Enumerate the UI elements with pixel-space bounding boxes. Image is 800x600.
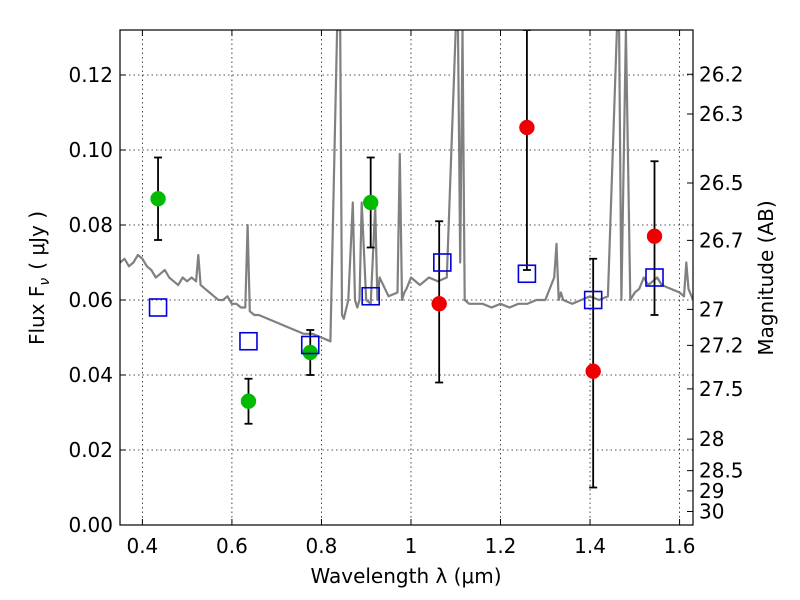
plot-frame	[119, 29, 694, 526]
y-axis-title-subscript: ν	[37, 278, 53, 286]
mag-tick-label: 26.3	[699, 102, 744, 126]
x-tick-label: 1.6	[664, 534, 696, 558]
data-points-layer	[148, 30, 664, 489]
x-tick-label: 0.6	[216, 534, 248, 558]
model-band-square	[148, 298, 168, 317]
mag-tick-label: 30	[699, 500, 724, 524]
y-tick-label: 0.08	[68, 213, 113, 237]
y-tick-label: 0.06	[68, 288, 113, 312]
model-band-square	[645, 268, 664, 287]
y-axis-title-main: Flux F	[25, 286, 49, 345]
observed-low-snr-point	[646, 228, 663, 244]
y-axis-title: Flux Fν ( μJy )	[25, 211, 53, 345]
x-tick-label: 1.4	[574, 534, 606, 558]
observed-detections-point	[150, 191, 166, 207]
model-band-square	[517, 264, 537, 284]
x-tick-label: 1	[405, 534, 418, 558]
y-tick-label: 0.12	[68, 63, 113, 87]
observed-low-snr-point	[519, 119, 535, 136]
observed-detections-point	[302, 344, 319, 361]
model-spectrum-layer	[120, 30, 693, 343]
observed-detections-point	[240, 393, 257, 409]
mag-tick-label: 27.2	[699, 333, 744, 357]
mag-tick-label: 27	[699, 297, 724, 321]
model-band-square	[239, 331, 258, 351]
model-band-square	[361, 286, 380, 306]
observed-low-snr-point	[431, 296, 447, 312]
x-tick-label: 1.2	[485, 534, 517, 558]
y-tick-label: 0.10	[68, 138, 113, 162]
mag-tick-label: 27.5	[699, 377, 744, 401]
y-tick-label: 0.02	[68, 438, 113, 462]
model-band-square	[433, 253, 452, 272]
y-axis-title-unit: ( μJy )	[25, 211, 49, 270]
mag-tick-label: 26.5	[699, 171, 744, 195]
x-axis-title: Wavelength λ (μm)	[310, 564, 501, 588]
mag-tick-label: 28.5	[699, 459, 744, 483]
mag-tick-label: 28	[699, 427, 724, 451]
mag-tick-label: 26.2	[699, 62, 744, 86]
y-tick-label: 0.00	[68, 513, 113, 537]
observed-detections-point	[362, 194, 379, 211]
y2-axis-title: Magnitude (AB)	[754, 200, 778, 355]
mag-tick-label: 29	[699, 479, 724, 503]
y-tick-label: 0.04	[68, 363, 113, 387]
axis-ticks: 0.4 0.6 0.8 1 1.2 1.4 1.6 0.00 0.02 0.04 0.06 0.08 0…	[68, 30, 744, 558]
mag-tick-label: 26.7	[699, 228, 744, 252]
x-tick-label: 0.8	[306, 534, 338, 558]
x-tick-label: 0.4	[126, 534, 158, 558]
model-spectrum-line	[120, 30, 693, 343]
model-band-square	[300, 335, 320, 355]
observed-low-snr-point	[585, 363, 601, 379]
model-band-square	[583, 290, 603, 310]
